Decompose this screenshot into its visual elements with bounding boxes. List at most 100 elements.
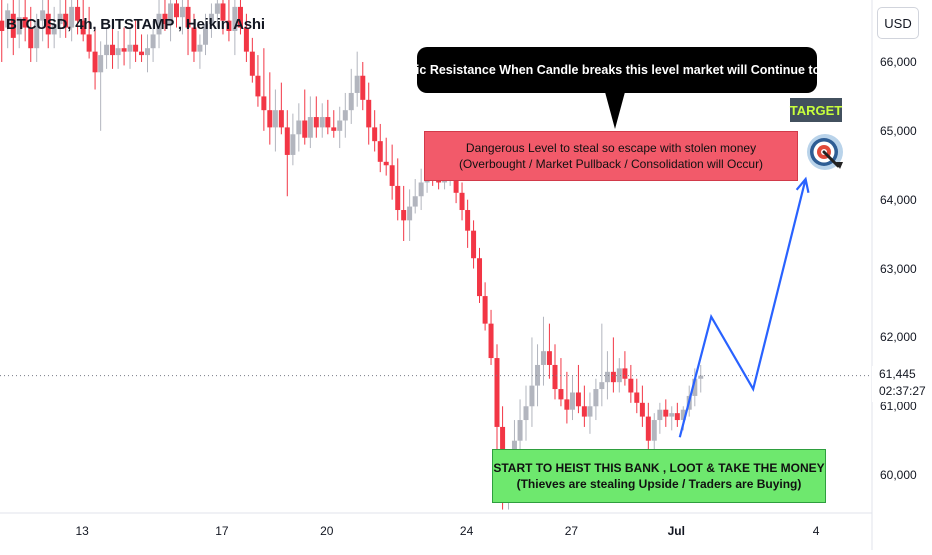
- candle: [552, 344, 558, 400]
- candle-body: [477, 258, 483, 297]
- candle-body: [208, 13, 214, 25]
- candle: [284, 110, 290, 197]
- candle: [645, 402, 651, 458]
- heist-text-line1: START TO HEIST THIS BANK , LOOT & TAKE T…: [493, 461, 825, 475]
- x-tick-label: Jul: [667, 524, 685, 538]
- y-tick-label: 64,000: [880, 192, 917, 207]
- candle-body: [663, 409, 669, 417]
- candle: [360, 61, 366, 111]
- candle: [418, 168, 424, 211]
- candle: [622, 351, 628, 386]
- candle-body: [28, 27, 34, 49]
- candle-body: [418, 182, 424, 197]
- candle-body: [488, 323, 494, 359]
- candle-body: [80, 20, 86, 35]
- candle-body: [558, 389, 564, 400]
- candle: [366, 82, 372, 145]
- candle: [22, 0, 28, 42]
- candle: [34, 13, 40, 62]
- candle: [302, 89, 308, 145]
- heist-zone-box: START TO HEIST THIS BANK , LOOT & TAKE T…: [492, 449, 826, 503]
- x-tick-label: 24: [459, 524, 474, 538]
- candle: [168, 0, 174, 42]
- candle: [377, 123, 383, 173]
- candle: [599, 323, 605, 407]
- candle: [261, 48, 267, 131]
- candle: [156, 0, 162, 49]
- candle: [674, 402, 680, 427]
- candle: [372, 110, 378, 152]
- candle: [10, 0, 16, 56]
- candle-body: [372, 127, 378, 142]
- candle-body: [133, 44, 139, 52]
- candle-body: [168, 3, 174, 25]
- candle: [121, 27, 127, 66]
- candle-body: [616, 368, 622, 383]
- candle: [57, 0, 63, 38]
- callout-pointer: [605, 92, 625, 129]
- target-icon: [807, 134, 843, 170]
- candle-body: [162, 13, 168, 25]
- candle: [307, 96, 313, 149]
- candle-body: [465, 210, 471, 231]
- candle-body: [185, 6, 191, 28]
- candle-body: [698, 375, 704, 379]
- candle: [482, 282, 488, 331]
- x-tick-label: 4: [812, 524, 820, 538]
- candle-body: [692, 378, 698, 396]
- candle: [115, 30, 121, 69]
- candle: [575, 364, 581, 414]
- candle-body: [261, 96, 267, 111]
- candle: [354, 51, 360, 107]
- candle: [581, 385, 587, 427]
- candle: [529, 337, 535, 427]
- candle-body: [278, 110, 284, 128]
- candle-body: [290, 134, 296, 155]
- candle: [226, 0, 232, 42]
- candle: [383, 137, 389, 176]
- candle-body: [302, 120, 308, 138]
- candle-body: [337, 120, 343, 131]
- heist-text-line2: (Thieves are stealing Upside / Traders a…: [516, 477, 802, 491]
- candle-body: [331, 127, 337, 131]
- candle-body: [57, 13, 63, 25]
- danger-zone-box: Dangerous Level to steal so escape with …: [424, 131, 798, 181]
- candle: [75, 0, 81, 35]
- candle: [698, 364, 704, 393]
- candle-body: [75, 6, 81, 21]
- candle-body: [40, 10, 46, 21]
- candle: [610, 337, 616, 393]
- candle: [494, 344, 500, 455]
- candle: [663, 399, 669, 427]
- candle: [272, 89, 278, 152]
- chart-title: BTCUSD, 4h, BITSTAMP , Heikin Ashi: [6, 16, 265, 33]
- candle-body: [348, 92, 354, 111]
- candle-body: [354, 75, 360, 93]
- danger-text-line1: Dangerous Level to steal so escape with …: [465, 141, 757, 155]
- candle: [401, 185, 407, 242]
- candle-body: [360, 75, 366, 100]
- candle-body: [150, 34, 156, 49]
- candle-body: [669, 413, 675, 417]
- y-tick-label: 65,000: [880, 123, 917, 138]
- y-tick-label: 63,000: [880, 261, 917, 276]
- candle-body: [342, 110, 348, 121]
- resistance-callout: Dynamic Resistance When Candle breaks th…: [374, 47, 860, 93]
- candle-body: [634, 392, 640, 403]
- candle: [16, 0, 22, 49]
- candle: [569, 375, 575, 421]
- candle-body: [517, 420, 523, 441]
- candle: [407, 189, 413, 242]
- currency-button[interactable]: USD: [877, 7, 919, 39]
- candle-body: [395, 185, 401, 211]
- candle: [255, 55, 261, 107]
- candle-body: [98, 55, 104, 73]
- candle-body: [144, 48, 150, 56]
- candle: [110, 20, 116, 69]
- candle-body: [529, 385, 535, 407]
- candle-body: [622, 368, 628, 379]
- candle: [191, 13, 197, 62]
- candle-body: [325, 117, 331, 128]
- candle: [290, 113, 296, 166]
